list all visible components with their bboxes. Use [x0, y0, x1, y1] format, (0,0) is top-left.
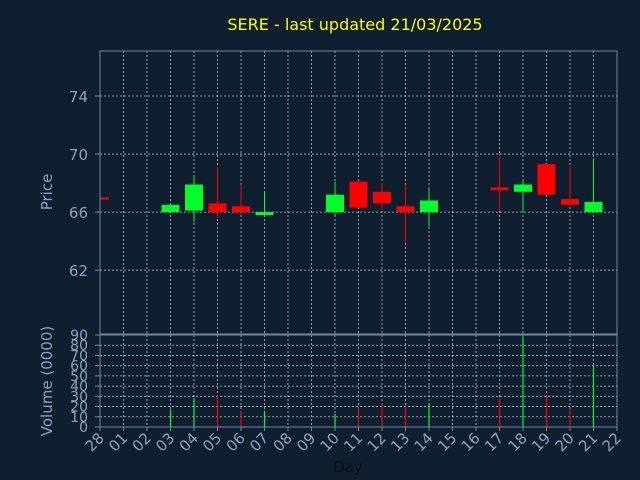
day-tick-label: 05	[199, 429, 225, 455]
day-tick-label: 16	[458, 429, 484, 455]
candle-body	[185, 184, 203, 211]
day-tick-label: 21	[575, 429, 601, 455]
candle-body	[208, 203, 227, 213]
candle-body	[561, 199, 579, 205]
candle-body	[161, 204, 180, 213]
day-tick-label: 19	[528, 429, 554, 455]
price-panel: 62 66 70 74	[69, 50, 618, 335]
day-tick-label: 17	[481, 429, 507, 455]
volume-tick-label: 0	[79, 420, 88, 436]
volume-tick-label: 90	[70, 328, 88, 344]
volume-tick-label: 60	[70, 359, 88, 375]
day-axis: 2801020304050607080910111213141516171819…	[82, 427, 625, 455]
candle-body	[396, 206, 415, 213]
day-tick-label: 12	[364, 429, 390, 455]
day-tick-label: 15	[434, 429, 460, 455]
candle-body	[326, 194, 344, 213]
candle-body	[349, 181, 368, 208]
candle-body	[490, 187, 509, 191]
price-axis-title: Price	[38, 174, 56, 211]
day-tick-label: 10	[317, 429, 343, 455]
price-tick-label: 74	[69, 88, 88, 106]
volume-tick-label: 50	[70, 369, 88, 385]
day-tick-label: 13	[387, 429, 413, 455]
day-tick-label: 02	[129, 429, 155, 455]
chart-title: SERE - last updated 21/03/2025	[227, 15, 482, 34]
day-tick-label: 20	[552, 429, 578, 455]
volume-tick-label: 40	[70, 379, 88, 395]
candle-body	[255, 212, 274, 215]
candle-body	[100, 197, 109, 200]
day-tick-label: 18	[505, 429, 531, 455]
day-tick-label: 04	[176, 429, 202, 455]
volume-tick-label: 80	[70, 338, 88, 354]
day-tick-label: 01	[105, 429, 131, 455]
day-tick-label: 08	[270, 429, 296, 455]
price-tick-label: 66	[69, 204, 88, 222]
price-tick-label: 62	[69, 262, 88, 280]
candle-body	[420, 200, 438, 213]
day-axis-title: Day	[333, 458, 363, 476]
day-tick-label: 11	[340, 429, 366, 455]
candle-body	[373, 191, 391, 204]
volume-tick-label: 20	[70, 400, 88, 416]
candle-body	[584, 201, 603, 213]
volume-tick-label: 30	[70, 389, 88, 405]
day-tick-label: 03	[152, 429, 178, 455]
day-tick-label: 14	[411, 429, 437, 455]
day-tick-label: 09	[293, 429, 319, 455]
candle-body	[232, 206, 250, 213]
candle-body	[537, 164, 556, 195]
day-tick-label: 06	[223, 429, 249, 455]
volume-axis-title: Volume (0000)	[38, 326, 56, 436]
volume-tick-label: 70	[70, 348, 88, 364]
day-tick-label: 07	[246, 429, 272, 455]
price-plot-frame	[99, 50, 618, 335]
price-tick-label: 70	[69, 146, 88, 164]
candle-body	[514, 184, 532, 192]
volume-tick-label: 10	[70, 410, 88, 426]
day-tick-label: 22	[599, 429, 625, 455]
